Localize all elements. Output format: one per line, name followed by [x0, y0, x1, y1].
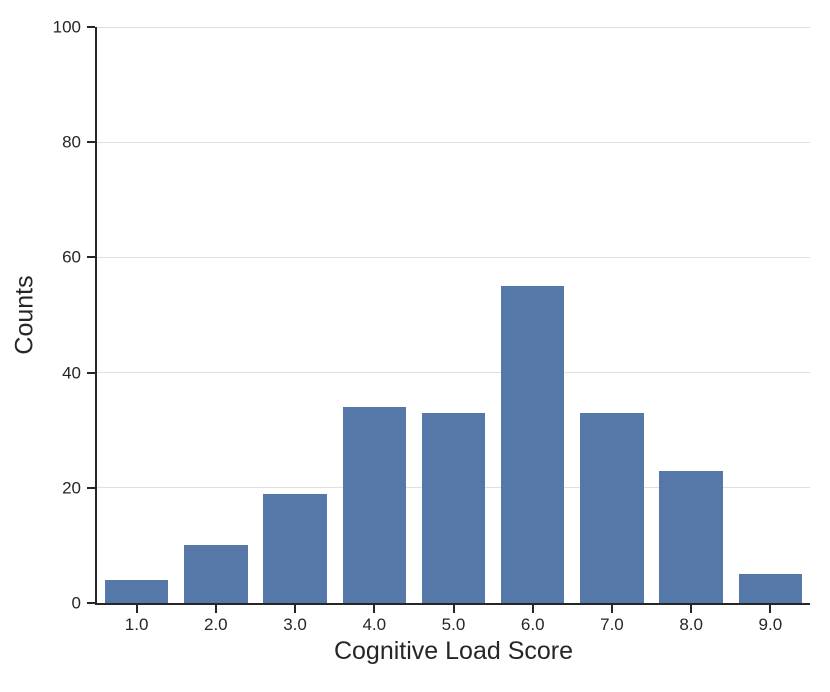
bar	[659, 470, 723, 603]
gridline	[97, 26, 810, 28]
x-tick	[214, 605, 217, 613]
x-axis-title: Cognitive Load Score	[333, 637, 574, 665]
bar	[738, 574, 803, 603]
y-tick-label: 100	[52, 17, 81, 37]
y-tick-label: 80	[62, 132, 81, 152]
x-tick	[373, 605, 376, 613]
bar	[421, 412, 486, 603]
x-tick	[135, 605, 138, 613]
x-tick-label: 6.0	[520, 615, 545, 634]
x-tick-label: 4.0	[362, 615, 387, 634]
x-tick-label: 3.0	[283, 615, 307, 634]
bar	[501, 286, 565, 603]
x-tick-label: 8.0	[679, 615, 703, 634]
x-tick-label: 1.0	[124, 615, 149, 634]
x-tick	[690, 605, 693, 613]
x-tick	[769, 605, 772, 613]
y-tick	[87, 486, 95, 489]
y-tick	[87, 141, 95, 144]
bar	[184, 545, 248, 603]
x-tick-label: 2.0	[204, 615, 228, 634]
x-tick	[610, 605, 613, 613]
x-tick	[294, 605, 297, 613]
bar	[580, 412, 644, 603]
y-tick-label: 20	[62, 478, 81, 498]
y-axis-line	[95, 27, 97, 603]
gridline	[97, 256, 810, 258]
bar	[263, 493, 327, 603]
x-tick-label: 5.0	[441, 615, 466, 634]
x-tick-label: 9.0	[758, 615, 783, 634]
x-tick	[452, 605, 455, 613]
gridline	[97, 372, 810, 374]
y-axis-title: Counts	[10, 275, 39, 355]
y-tick-label: 0	[71, 593, 81, 613]
y-tick-label: 60	[62, 247, 81, 267]
x-tick-label: 7.0	[600, 615, 624, 634]
y-tick	[87, 26, 95, 28]
x-tick	[531, 605, 534, 613]
bar	[342, 407, 406, 603]
y-tick	[87, 256, 95, 259]
y-tick	[87, 602, 95, 604]
x-axis-line	[95, 603, 810, 605]
gridline	[97, 141, 810, 143]
plot-area: 0 20 40 60 80 100 1.0 2.0 3.0 4.0 5.0 6.0 7.0 8.0 9.0	[53, 19, 810, 633]
bar	[104, 579, 169, 603]
y-tick	[87, 371, 95, 374]
y-tick-label: 40	[62, 363, 81, 383]
